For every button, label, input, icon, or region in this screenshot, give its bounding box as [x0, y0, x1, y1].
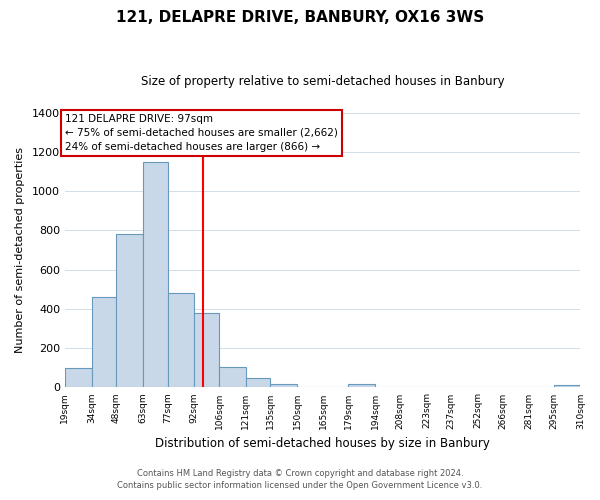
Text: 121, DELAPRE DRIVE, BANBURY, OX16 3WS: 121, DELAPRE DRIVE, BANBURY, OX16 3WS: [116, 10, 484, 25]
Text: 121 DELAPRE DRIVE: 97sqm
← 75% of semi-detached houses are smaller (2,662)
24% o: 121 DELAPRE DRIVE: 97sqm ← 75% of semi-d…: [65, 114, 338, 152]
Bar: [65, 368, 92, 388]
Bar: [349, 384, 375, 388]
Bar: [194, 313, 219, 388]
Bar: [554, 386, 580, 388]
Bar: [116, 234, 143, 388]
Y-axis label: Number of semi-detached properties: Number of semi-detached properties: [15, 147, 25, 353]
Bar: [167, 294, 194, 388]
Bar: [219, 367, 245, 388]
Text: Contains HM Land Registry data © Crown copyright and database right 2024.
Contai: Contains HM Land Registry data © Crown c…: [118, 468, 482, 490]
Bar: [245, 378, 271, 388]
Bar: [143, 162, 167, 388]
X-axis label: Distribution of semi-detached houses by size in Banbury: Distribution of semi-detached houses by …: [155, 437, 490, 450]
Bar: [271, 384, 297, 388]
Title: Size of property relative to semi-detached houses in Banbury: Size of property relative to semi-detach…: [141, 75, 505, 88]
Bar: [92, 297, 116, 388]
